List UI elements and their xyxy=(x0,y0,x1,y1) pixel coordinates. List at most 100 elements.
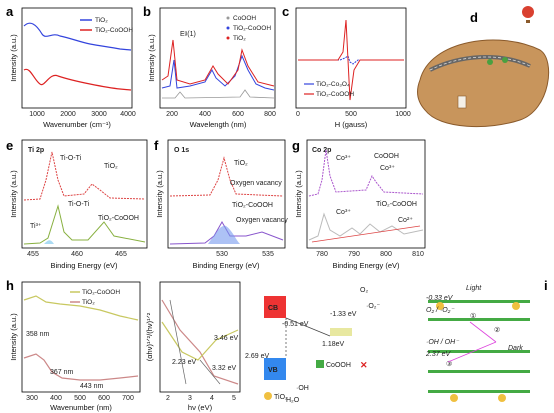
panel-b-xlabel: Wavelength (nm) xyxy=(190,120,247,129)
panel-label-b: b xyxy=(143,4,151,19)
panel-b-series-tio2 xyxy=(161,39,275,87)
panel-a: a TiO₂ TiO₂-CoOOH 1000 2000 3000 4000 Wa… xyxy=(6,4,136,129)
cb-energy: -0.51 eV xyxy=(282,321,309,328)
dark-label: Dark xyxy=(508,345,523,352)
panel-f-ann: Oxygen vacancy xyxy=(230,180,282,187)
panel-h-tick2: 3 xyxy=(188,395,192,402)
panel-a-tick: 1000 xyxy=(29,111,45,118)
cb-box xyxy=(264,296,286,318)
panel-g-ann: TiO₂-CoOOH xyxy=(376,201,417,208)
panel-e-frame xyxy=(21,139,148,249)
panel-f-xlabel: Binding Energy (eV) xyxy=(192,261,260,270)
svg-text:✕: ✕ xyxy=(360,360,368,370)
panel-g-tick: 780 xyxy=(316,251,328,258)
panel-b-legend-coooh: CoOOH xyxy=(233,15,256,22)
panel-label-d: d xyxy=(470,10,478,25)
panel-f-ann: Oxygen vacancy xyxy=(236,217,288,224)
panel-h-frame-left xyxy=(21,281,141,393)
panel-h-series-tio2-coooh xyxy=(23,295,139,321)
panel-b-frame xyxy=(159,7,276,109)
panel-h-tick: 400 xyxy=(50,395,62,402)
panel-i-e1: -0.33 eV xyxy=(426,295,454,302)
coooh-label: CoOOH xyxy=(326,362,351,369)
panel-i: i Light Dark -0.33 eV O₂ / ·O₂⁻ ·OH / OH… xyxy=(425,278,548,402)
panel-c-xlabel: H (gauss) xyxy=(335,120,368,129)
panel-e-tick: 460 xyxy=(71,251,83,258)
panel-g-tick: 790 xyxy=(348,251,360,258)
light-label: Light xyxy=(466,285,482,292)
panel-c-series-coooh xyxy=(298,19,404,101)
panel-h-tick2: 2 xyxy=(166,395,170,402)
panel-a-legend-tio2-coooh: TiO₂-CoOOH xyxy=(95,27,133,34)
panel-e-tick: 455 xyxy=(27,251,39,258)
panel-h-ann: 358 nm xyxy=(26,331,50,338)
panel-h-ann2: 3.32 eV xyxy=(212,365,236,372)
panel-h-tick: 500 xyxy=(74,395,86,402)
panel-g: g Co 2p Co³⁺ CoOOH Co³⁺ Co³⁺ TiO₂-CoOOH … xyxy=(292,138,426,270)
oh-label: ·OH xyxy=(296,385,309,392)
coooh-level xyxy=(330,328,352,336)
panel-h-series-tio2 xyxy=(23,353,139,381)
panel-h-legend-tio2: TiO₂ xyxy=(82,299,95,306)
panel-c-legend-co3o4: TiO₂-Co₃O₄ xyxy=(316,81,350,88)
panel-a-tick: 2000 xyxy=(60,111,76,118)
panel-h-ylabel2: (αhν)¹ᐟ²/(hν)¹ᐟ² xyxy=(145,312,154,361)
panel-g-series-coooh xyxy=(308,149,424,197)
panel-h-tick: 600 xyxy=(98,395,110,402)
panel-d: d xyxy=(416,6,550,127)
panel-g-ann: CoOOH xyxy=(374,153,399,160)
panel-b-legend-tio2: TiO₂ xyxy=(233,35,246,42)
panel-g-ann: Co²⁺ xyxy=(398,217,413,224)
panel-g-title: Co 2p xyxy=(312,147,331,154)
panel-f-title: O 1s xyxy=(174,147,189,154)
panel-e-series-coooh xyxy=(23,204,146,245)
panel-b-annotation: Eᵍ(1) xyxy=(180,31,196,38)
panel-h-ann: 367 nm xyxy=(50,369,74,376)
panel-f-series-tio2 xyxy=(169,156,284,197)
panel-label-a: a xyxy=(6,4,14,19)
band-scheme: CB VB -0.51 eV 2.69 eV -1.33 eV 1.18eV C… xyxy=(245,287,380,404)
panel-b-tick: 400 xyxy=(199,111,211,118)
panel-label-e: e xyxy=(6,138,13,153)
vb-label: VB xyxy=(268,367,278,374)
panel-label-f: f xyxy=(154,138,159,153)
panel-b: b Eᵍ(1) CoOOH TiO₂-CoOOH TiO₂ 200 400 60… xyxy=(143,4,276,129)
panel-e-ann: Ti-O-Ti xyxy=(60,155,82,162)
panel-h-ann2: 3.46 eV xyxy=(214,335,238,342)
panel-g-tick: 800 xyxy=(380,251,392,258)
gap-energy: 1.18eV xyxy=(322,341,345,348)
panel-e-tick: 465 xyxy=(115,251,127,258)
panel-c-series-co3o4 xyxy=(298,55,404,65)
panel-f: f O 1s TiO₂ Oxygen vacancy TiO₂-CoOOH Ox… xyxy=(154,138,288,270)
panel-f-frame xyxy=(167,139,286,249)
panel-a-legend-tio2: TiO₂ xyxy=(95,17,108,24)
panel-b-legend-tio2-coooh: TiO₂-CoOOH xyxy=(233,25,271,32)
vb-box xyxy=(264,358,286,380)
panel-e-title: Ti 2p xyxy=(28,147,44,154)
panel-b-ylabel: Intensity (a.u.) xyxy=(147,34,156,82)
panel-h-ylabel: Intensity (a.u.) xyxy=(9,313,18,361)
panel-label-h: h xyxy=(6,278,14,293)
panel-e-ann: Ti-O-Ti xyxy=(68,201,90,208)
mid-energy: -1.33 eV xyxy=(330,311,357,318)
panel-h-tick2: 5 xyxy=(232,395,236,402)
panel-b-series-tio2-coooh xyxy=(161,54,275,91)
panel-b-tick: 600 xyxy=(232,111,244,118)
panel-h-tick: 300 xyxy=(26,395,38,402)
panel-a-frame xyxy=(21,7,133,109)
panel-f-ylabel: Intensity (a.u.) xyxy=(155,170,164,218)
panel-g-ann: Co³⁺ xyxy=(380,165,395,172)
panel-g-ann: Co³⁺ xyxy=(336,209,351,216)
panel-h-ann: 443 nm xyxy=(80,383,104,390)
panel-g-ann: Co³⁺ xyxy=(336,155,351,162)
panel-e-ann: TiO₂ xyxy=(104,163,118,170)
tio2-label: TiO₂ xyxy=(274,394,288,401)
panel-i-n2: ② xyxy=(494,326,500,334)
panel-i-n3: ③ xyxy=(446,360,452,368)
panel-e-series-tio2 xyxy=(23,151,146,201)
vb-energy: 2.69 eV xyxy=(245,353,269,360)
panel-f-tick: 530 xyxy=(216,251,228,258)
panel-c: c TiO₂-Co₃O₄ TiO₂-CoOOH 0 500 1000 H (ga… xyxy=(282,4,411,129)
panel-h-xlabel2: hν (eV) xyxy=(188,403,213,412)
tio2-particle xyxy=(264,392,272,400)
